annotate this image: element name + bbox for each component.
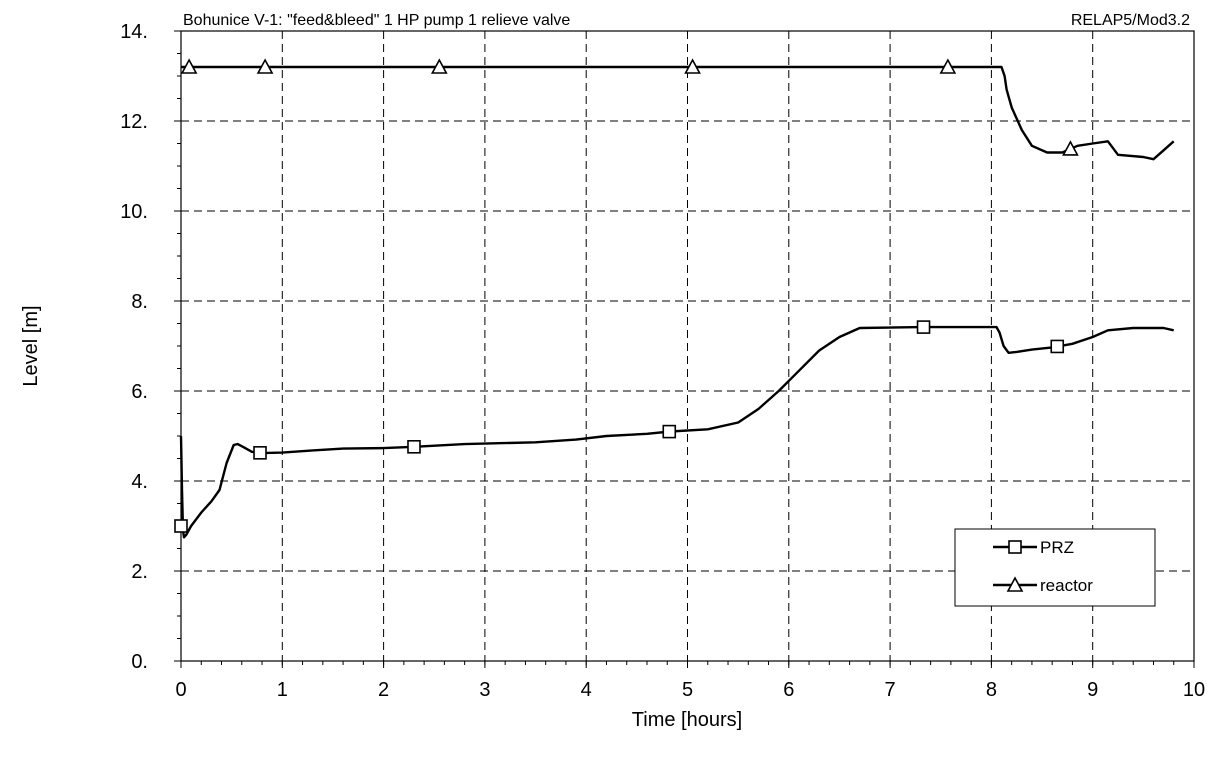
x-tick-label: 7 xyxy=(885,679,896,701)
chart-subtitle: RELAP5/Mod3.2 xyxy=(1071,12,1190,29)
marker-reactor xyxy=(684,58,701,74)
series-line-prz xyxy=(179,325,1174,539)
y-tick-label: 6. xyxy=(131,381,148,403)
marker-prz xyxy=(253,446,267,460)
y-tick-label: 2. xyxy=(131,561,148,583)
legend-box xyxy=(954,528,1156,607)
marker-reactor xyxy=(430,58,448,74)
legend-label-reactor: reactor xyxy=(1040,576,1093,595)
x-tick-label: 1 xyxy=(277,679,288,701)
x-tick-label: 2 xyxy=(378,679,389,701)
tick-labels: 0 1 2 3 4 5 6 7 8 9 10 0. 2. 4. 6. 8. 10. 12. 14. xyxy=(120,21,1205,701)
y-tick-label: 12. xyxy=(120,111,148,133)
x-tick-label: 10 xyxy=(1183,679,1205,701)
x-tick-label: 6 xyxy=(783,679,794,701)
x-tick-label: 8 xyxy=(986,679,997,701)
legend: PRZ reactor xyxy=(954,528,1156,607)
x-tick-label: 9 xyxy=(1087,679,1098,701)
marker-prz xyxy=(174,519,188,533)
legend-label-prz: PRZ xyxy=(1040,538,1074,557)
marker-reactor xyxy=(939,58,957,74)
y-tick-label: 10. xyxy=(120,201,148,223)
legend-marker-reactor xyxy=(1006,576,1024,592)
x-tick-label: 0 xyxy=(175,679,186,701)
x-tick-label: 3 xyxy=(479,679,490,701)
marker-prz xyxy=(407,439,421,454)
y-tick-label: 4. xyxy=(131,471,148,493)
series-line-reactor xyxy=(181,65,1175,161)
grid-lines xyxy=(181,31,1194,661)
y-tick-label: 8. xyxy=(131,291,148,313)
legend-marker-prz xyxy=(1008,540,1022,554)
x-axis-title: Time [hours] xyxy=(632,709,742,731)
x-tick-label: 4 xyxy=(581,679,592,701)
marker-prz xyxy=(916,320,931,334)
marker-reactor xyxy=(1062,140,1079,156)
y-axis-title: Level [m] xyxy=(20,305,42,386)
y-tick-label: 14. xyxy=(120,21,148,43)
axis-ticks xyxy=(174,30,1195,668)
marker-reactor xyxy=(256,58,274,74)
x-tick-label: 5 xyxy=(682,679,693,701)
y-tick-label: 0. xyxy=(131,651,148,673)
marker-reactor xyxy=(180,58,198,74)
series-layer xyxy=(174,58,1175,539)
chart-title: Bohunice V-1: "feed&bleed" 1 HP pump 1 r… xyxy=(183,12,570,29)
marker-prz xyxy=(662,424,677,439)
marker-prz xyxy=(1050,339,1065,354)
